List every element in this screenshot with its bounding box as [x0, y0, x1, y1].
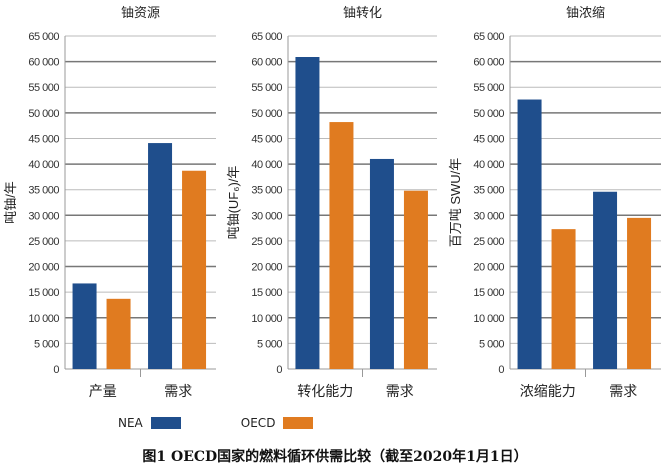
- bar-oecd: [182, 170, 207, 369]
- bar-nea: [517, 99, 542, 369]
- bar-nea: [295, 57, 320, 370]
- y-tick-label: 60 000: [28, 57, 59, 69]
- charts-svg: 铀资源 0 5 000 10 000 15 000 20 000 25 000 30 000 3…: [3, 5, 661, 399]
- y-tick-label: 40 000: [473, 159, 504, 171]
- y-tick-label: 30 000: [473, 210, 504, 222]
- y-tick-label: 35 000: [251, 185, 282, 197]
- y-tick-label: 25 000: [28, 236, 59, 248]
- legend-swatch-oecd: [283, 417, 314, 429]
- y-tick-label: 10 000: [28, 313, 59, 325]
- y-axis-label: 百万吨 SWU/年: [448, 158, 463, 248]
- y-tick-label: 65 000: [473, 31, 504, 43]
- y-tick-label: 25 000: [473, 236, 504, 248]
- y-tick-label: 20 000: [473, 262, 504, 274]
- y-axis-label: 吨铀(UF₆)/年: [226, 166, 241, 240]
- y-tick-label: 30 000: [251, 210, 282, 222]
- y-tick-label: 50 000: [28, 108, 59, 120]
- x-tick-label: 浓缩能力: [520, 383, 576, 399]
- y-tick-label: 25 000: [251, 236, 282, 248]
- y-tick-label: 5 000: [479, 338, 504, 350]
- y-tick-label: 40 000: [28, 159, 59, 171]
- y-tick-label: 55 000: [251, 82, 282, 94]
- x-tick-label: 需求: [386, 383, 414, 399]
- bar-nea: [369, 158, 394, 369]
- y-tick-label: 5 000: [257, 338, 282, 350]
- y-axis-label: 吨铀/年: [3, 181, 18, 224]
- y-tick-label: 10 000: [251, 313, 282, 325]
- bar-oecd: [403, 190, 428, 369]
- y-tick-label: 20 000: [251, 262, 282, 274]
- y-tick-label: 35 000: [28, 185, 59, 197]
- y-tick-label: 35 000: [473, 185, 504, 197]
- y-tick-label: 0: [276, 364, 282, 376]
- x-tick-label: 转化能力: [297, 383, 353, 399]
- bar-oecd: [329, 122, 354, 370]
- legend-label-oecd: OECD: [240, 416, 276, 430]
- y-tick-label: 40 000: [251, 159, 282, 171]
- y-tick-label: 55 000: [28, 82, 59, 94]
- y-tick-label: 5 000: [34, 338, 59, 350]
- legend: NEA OECD: [118, 416, 373, 430]
- x-tick-label: 产量: [89, 383, 117, 399]
- y-tick-label: 45 000: [28, 133, 59, 145]
- bar-oecd: [627, 217, 652, 369]
- y-tick-label: 20 000: [28, 262, 59, 274]
- bar-nea: [72, 283, 97, 369]
- x-tick-label: 需求: [164, 383, 192, 399]
- y-tick-label: 50 000: [251, 108, 282, 120]
- bar-oecd: [106, 298, 131, 369]
- figure-caption: 图1 OECD国家的燃料循环供需比较（截至2020年1月1日）: [142, 449, 528, 465]
- y-tick-label: 60 000: [251, 57, 282, 69]
- legend-swatch-nea: [150, 417, 181, 429]
- x-tick-label: 需求: [609, 383, 637, 399]
- y-tick-label: 50 000: [473, 108, 504, 120]
- y-tick-label: 65 000: [28, 31, 59, 43]
- y-tick-label: 15 000: [473, 287, 504, 299]
- y-tick-label: 15 000: [28, 287, 59, 299]
- y-tick-label: 45 000: [473, 133, 504, 145]
- chart-title: 铀转化: [343, 5, 382, 20]
- legend-label-nea: NEA: [118, 416, 143, 430]
- bar-nea: [148, 143, 173, 369]
- y-tick-label: 65 000: [251, 31, 282, 43]
- y-tick-label: 45 000: [251, 133, 282, 145]
- y-tick-label: 60 000: [473, 57, 504, 69]
- bar-oecd: [551, 229, 576, 369]
- y-tick-label: 0: [498, 364, 504, 376]
- y-tick-label: 15 000: [251, 287, 282, 299]
- bar-nea: [593, 191, 618, 369]
- chart-title: 铀资源: [121, 5, 160, 20]
- y-tick-label: 0: [53, 364, 59, 376]
- y-tick-label: 30 000: [28, 210, 59, 222]
- y-tick-label: 55 000: [473, 82, 504, 94]
- chart-title: 铀浓缩: [566, 5, 605, 20]
- y-tick-label: 10 000: [473, 313, 504, 325]
